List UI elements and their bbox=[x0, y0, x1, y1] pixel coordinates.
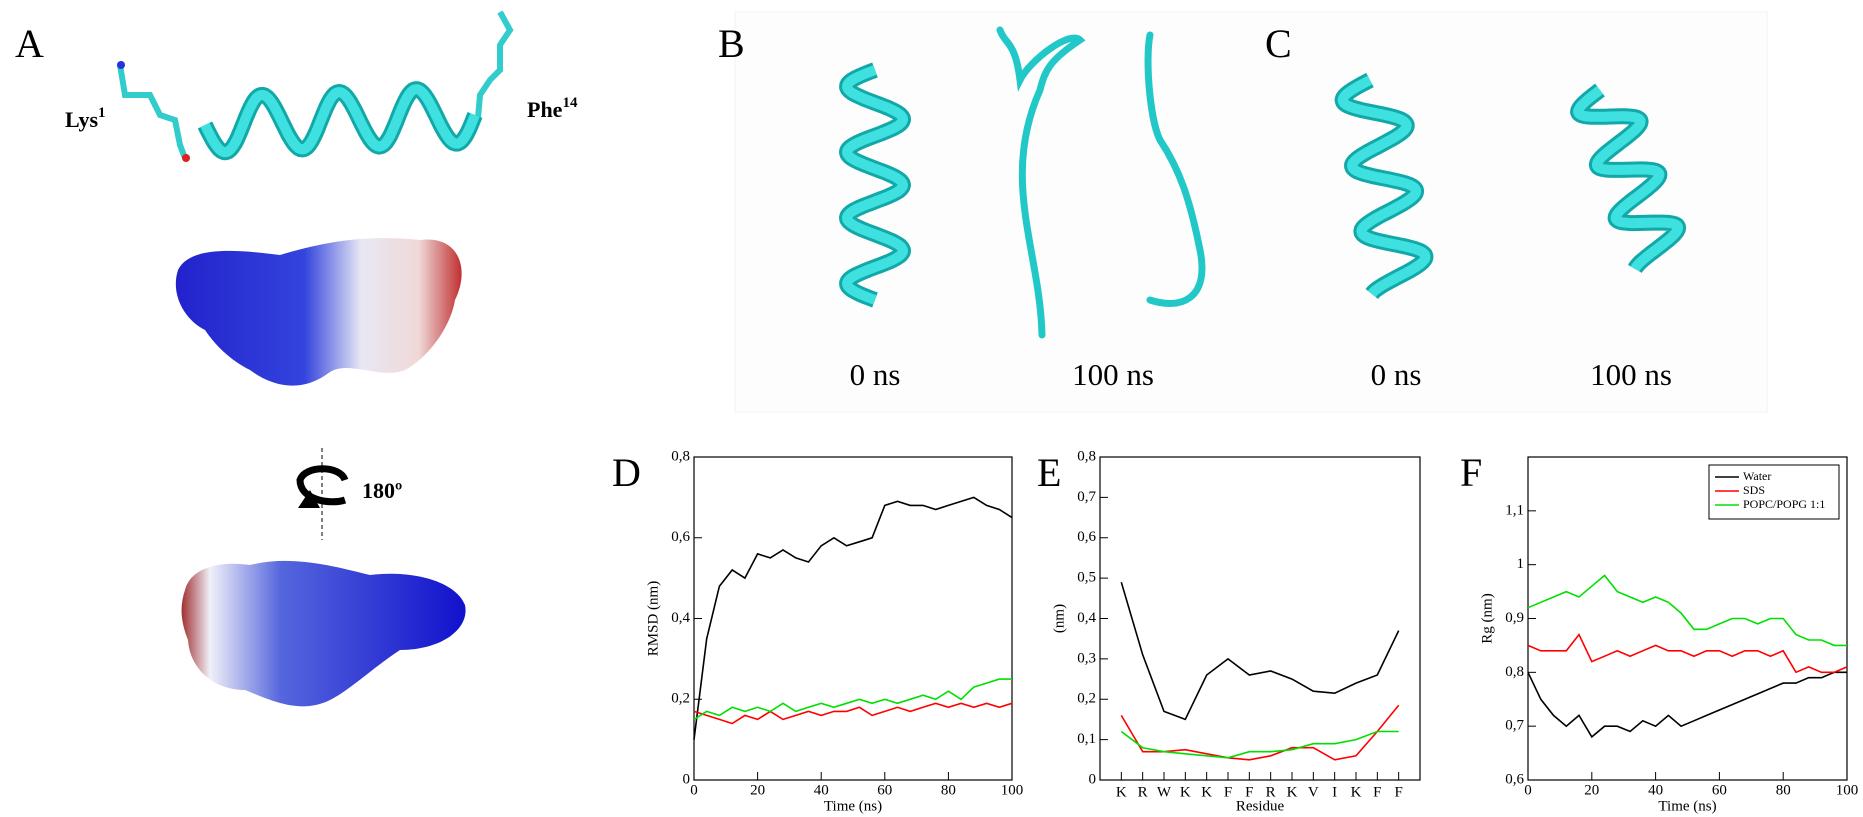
series-line bbox=[1527, 633, 1848, 674]
helix bbox=[842, 65, 908, 305]
x-tick-label: K bbox=[1116, 784, 1127, 800]
y-tick-label: 1,1 bbox=[1505, 502, 1524, 518]
x-tick-label: 80 bbox=[941, 782, 956, 798]
y-tick-label: 0,8 bbox=[671, 448, 690, 464]
y-tick-label: 0,4 bbox=[1077, 610, 1096, 626]
series-line bbox=[1527, 574, 1847, 647]
x-tick-label: W bbox=[1157, 784, 1172, 800]
panel-label: E bbox=[1037, 450, 1061, 495]
time-label: 0 ns bbox=[850, 357, 901, 392]
legend-box bbox=[1708, 464, 1840, 520]
x-tick-label: 100 bbox=[1001, 782, 1024, 798]
time-label: 100 ns bbox=[1590, 357, 1672, 392]
helix bbox=[200, 84, 480, 158]
side-chain bbox=[117, 64, 188, 160]
x-tick-label: K bbox=[1180, 784, 1191, 800]
x-tick-label: 20 bbox=[750, 782, 765, 798]
x-tick-label: F bbox=[1245, 784, 1253, 800]
y-tick-label: 0,6 bbox=[1505, 771, 1524, 787]
x-tick-label: R bbox=[1138, 784, 1148, 800]
coil bbox=[996, 26, 1086, 339]
x-tick-label: 40 bbox=[814, 782, 829, 798]
x-tick-label: F bbox=[1394, 784, 1402, 800]
panel-label: B bbox=[718, 21, 745, 66]
x-tick-label: F bbox=[1224, 784, 1232, 800]
y-tick-label: 0,8 bbox=[1077, 448, 1096, 464]
legend-label: POPC/POPG 1:1 bbox=[1743, 497, 1825, 511]
x-tick-label: 60 bbox=[877, 782, 892, 798]
residue-name: Phe bbox=[527, 97, 563, 122]
helix bbox=[1573, 86, 1684, 272]
x-tick-label: 100 bbox=[1836, 782, 1859, 798]
y-tick-label: 0,9 bbox=[1505, 610, 1524, 626]
time-label: 0 ns bbox=[1371, 357, 1422, 392]
residue-name: Lys bbox=[65, 107, 98, 132]
x-axis-title: Time (ns) bbox=[824, 798, 882, 814]
x-tick-label: 0 bbox=[1524, 782, 1532, 798]
atom bbox=[117, 61, 125, 69]
x-tick-label: K bbox=[1351, 784, 1362, 800]
panel-label: F bbox=[1460, 450, 1482, 495]
series-line bbox=[1120, 581, 1400, 721]
y-axis-title: (nm) bbox=[1051, 604, 1067, 633]
y-tick-label: 0,3 bbox=[1077, 650, 1096, 666]
y-tick-label: 0,6 bbox=[671, 529, 690, 545]
x-tick-label: R bbox=[1266, 784, 1276, 800]
coil bbox=[1144, 31, 1206, 307]
residue-label: Lys1 bbox=[65, 105, 106, 132]
y-tick-label: 0,5 bbox=[1077, 570, 1096, 586]
md-panel-bg bbox=[734, 11, 1768, 413]
residue-number: 14 bbox=[562, 95, 578, 111]
legend-label: Water bbox=[1743, 469, 1771, 483]
x-tick-label: 0 bbox=[690, 782, 698, 798]
side-chain bbox=[475, 10, 514, 119]
residue-label: Phe14 bbox=[527, 95, 578, 122]
y-tick-label: 0,7 bbox=[1077, 489, 1096, 505]
y-tick-label: 0,7 bbox=[1505, 718, 1524, 734]
y-tick-label: 0 bbox=[1089, 771, 1097, 787]
y-tick-label: 0,4 bbox=[671, 610, 690, 626]
x-axis-title: Time (ns) bbox=[1658, 798, 1716, 814]
legend-label: SDS bbox=[1743, 483, 1765, 497]
y-axis-title: RMSD (nm) bbox=[645, 581, 661, 656]
x-tick-label: V bbox=[1308, 784, 1319, 800]
arrow-head bbox=[298, 490, 320, 508]
panel-label: C bbox=[1265, 21, 1292, 66]
x-tick-label: 40 bbox=[1648, 782, 1663, 798]
panel-label: D bbox=[612, 450, 641, 495]
y-tick-label: 1 bbox=[1517, 556, 1525, 572]
panel-label: A bbox=[15, 21, 44, 66]
series-line bbox=[1527, 671, 1847, 739]
x-tick-label: 20 bbox=[1584, 782, 1599, 798]
series-line bbox=[693, 678, 1012, 721]
time-label: 100 ns bbox=[1072, 357, 1154, 392]
series-line bbox=[1120, 730, 1399, 759]
y-tick-label: 0,6 bbox=[1077, 529, 1096, 545]
series-line bbox=[693, 496, 1013, 740]
y-tick-label: 0,2 bbox=[1077, 691, 1096, 707]
rotation-arrow bbox=[296, 465, 349, 506]
atom bbox=[182, 154, 190, 162]
residue-number: 1 bbox=[98, 105, 106, 121]
x-tick-label: K bbox=[1287, 784, 1298, 800]
surface bbox=[181, 560, 466, 707]
x-tick-label: F bbox=[1373, 784, 1381, 800]
y-tick-label: 0,8 bbox=[1505, 664, 1524, 680]
x-axis-title: Residue bbox=[1236, 798, 1285, 814]
x-tick-label: 80 bbox=[1776, 782, 1791, 798]
y-tick-label: 0,2 bbox=[671, 691, 690, 707]
helix bbox=[1337, 75, 1431, 298]
rotation-label: 180º bbox=[362, 478, 402, 503]
surface bbox=[175, 238, 462, 386]
y-tick-label: 0 bbox=[683, 771, 691, 787]
x-tick-label: 60 bbox=[1712, 782, 1727, 798]
y-tick-label: 0,1 bbox=[1077, 731, 1096, 747]
series-line bbox=[693, 702, 1013, 725]
y-axis-title: Rg (nm) bbox=[1479, 593, 1495, 643]
x-tick-label: K bbox=[1201, 784, 1212, 800]
x-tick-label: I bbox=[1332, 784, 1337, 800]
